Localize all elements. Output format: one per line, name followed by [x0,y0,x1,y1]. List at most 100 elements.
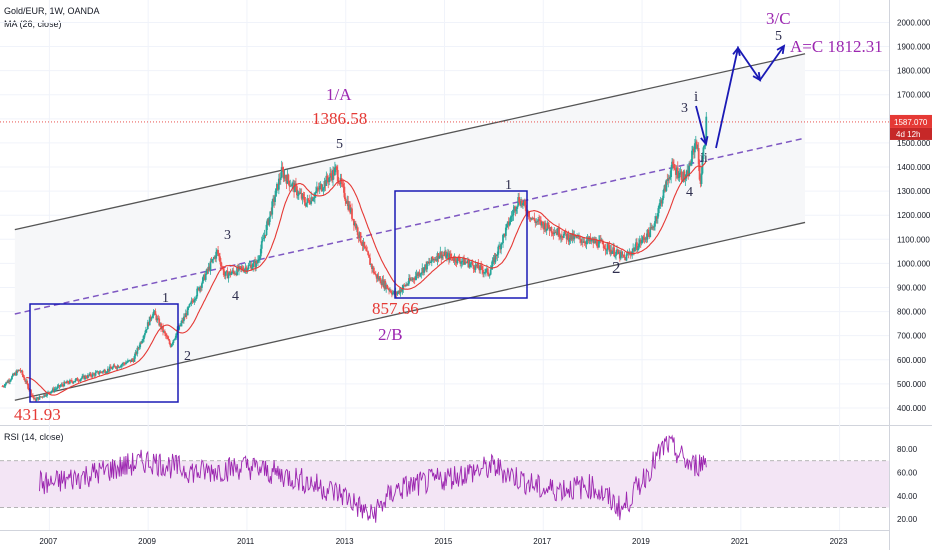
ma-line[interactable] [26,160,707,396]
candle-body [98,373,101,374]
candle-body [106,371,108,373]
arrowhead-ii [700,135,709,147]
candle-body [62,385,65,387]
candle-body [305,203,308,207]
candle-body [67,380,69,384]
candle-body [345,200,348,204]
projection-path[interactable] [715,45,785,149]
candle-body [563,230,566,234]
candle-body [551,232,554,234]
candle-body [158,318,161,326]
candle-body [1,386,4,388]
candle-body [26,380,29,384]
rsi-line[interactable] [39,434,707,523]
candle-body [348,204,351,210]
candle-body [124,363,126,365]
candle-body [640,240,643,244]
candle-body [499,246,502,250]
candle-body [371,264,373,270]
label-431: 431.93 [14,405,61,424]
candle-body [127,360,130,362]
candle-body [143,335,145,340]
candle-body [346,200,349,204]
candle-body [245,267,248,272]
arrowhead-up-1 [732,45,741,56]
price-pane[interactable] [0,44,889,403]
price-tick-label: 1800.000 [897,67,931,76]
candle-body [195,296,198,300]
candle-body [290,185,293,187]
candle-body [74,379,77,382]
candle-body [659,200,662,204]
candle-body [454,257,457,262]
candle-body [491,260,494,267]
arrowhead-up-2 [776,44,786,55]
candle-body [587,237,590,241]
wave-2-mid: 2 [612,258,621,277]
candle-body [114,366,117,368]
candle-body [555,231,558,233]
candle-body [344,197,347,201]
candle-body [384,280,387,289]
channel-lower-line[interactable] [14,221,806,401]
candle-body [13,372,16,375]
candle-body [373,273,376,275]
candle-body [680,171,683,180]
projection-wave-ii[interactable] [695,105,707,145]
candle-body [277,178,280,190]
box-wave-1-2-mid[interactable] [394,190,528,299]
candle-body [254,261,257,268]
candle-body [604,248,607,251]
candle-body [306,198,309,204]
candle-body [661,198,664,204]
candle-body [688,164,691,177]
candle-body [638,239,641,244]
candle-body [285,178,288,184]
candle-body [456,257,459,264]
candle-body [261,238,264,242]
candle-body [580,241,583,243]
candle-body [105,372,107,374]
candle-body [545,228,548,231]
candle-body [586,237,589,241]
candle-body [488,274,491,276]
candle-body [270,211,273,215]
candle-body [593,239,596,244]
candle-body [399,289,402,294]
candle-body [172,340,175,344]
candle-body [571,233,574,240]
rsi-pane[interactable] [0,434,889,523]
candle-body [486,268,489,275]
candle-body [21,370,24,375]
channel-upper-line[interactable] [14,53,806,231]
candle-body [422,267,425,273]
candle-body [479,265,482,271]
candle-body [453,257,456,262]
candle-body [672,161,674,165]
candle-body [276,183,278,189]
candle-body [303,196,306,203]
candle-body [546,222,549,229]
candle-body [692,148,694,151]
candle-body [332,169,334,180]
candle-body [334,166,337,168]
candle-body [505,224,508,228]
candle-body [204,273,207,280]
box-wave-1-2[interactable] [29,303,179,403]
candle-body [196,288,199,297]
candle-body [193,300,196,303]
candle-body [447,253,450,261]
candle-body [541,221,543,226]
candle-body [35,398,38,401]
candle-body [222,268,225,276]
price-tick-label: 700.000 [897,332,926,341]
candle-body [363,241,366,247]
candle-body [351,208,353,219]
price-tick-label: 1100.000 [897,235,930,244]
candle-body [500,243,503,250]
candle-body [697,148,700,165]
candle-body [258,258,260,260]
candle-body [357,235,360,238]
candle-body [611,251,614,254]
